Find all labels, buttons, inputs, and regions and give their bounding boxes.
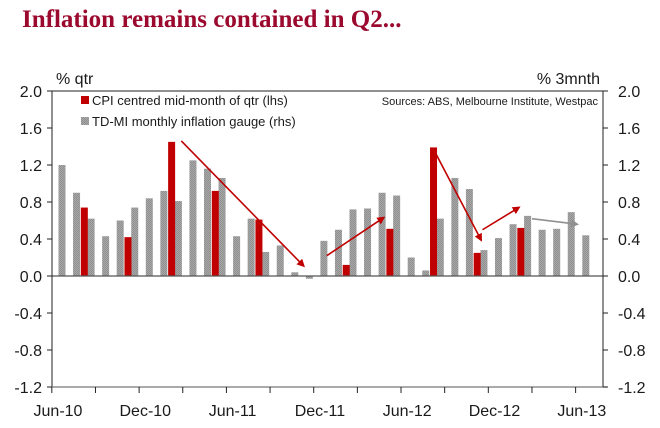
right-y-tick-label: 0.8	[618, 195, 640, 212]
chart-title: Inflation remains contained in Q2...	[22, 6, 402, 33]
cpi-bar	[386, 228, 394, 276]
tdmi-bar	[189, 160, 197, 276]
left-y-tick-label: -0.8	[14, 343, 42, 360]
right-y-tick-label: 1.2	[618, 158, 640, 175]
cpi-bar	[517, 227, 525, 276]
cpi-bar	[124, 237, 132, 276]
right-y-tick-label: 2.0	[618, 84, 640, 101]
right-y-tick-label: -0.4	[618, 306, 646, 323]
cpi-bar	[342, 264, 350, 276]
right-y-tick-label: -1.2	[618, 380, 646, 397]
tdmi-bar	[204, 168, 211, 276]
tdmi-bar	[102, 236, 110, 276]
legend-label-cpi: CPI centred mid-month of qtr (lhs)	[92, 93, 288, 108]
tdmi-bar	[73, 192, 81, 276]
right-y-tick-label: 1.6	[618, 121, 640, 138]
tdmi-bar	[291, 272, 299, 276]
tdmi-bar	[393, 195, 401, 276]
left-y-tick-label: 1.6	[20, 121, 42, 138]
tdmi-bar	[320, 240, 328, 276]
x-tick-label: Jun-11	[209, 403, 257, 420]
trend-arrow-red	[482, 206, 521, 231]
tdmi-bar	[131, 207, 139, 276]
tdmi-bar	[538, 229, 546, 276]
legend: CPI centred mid-month of qtr (lhs) TD-MI…	[81, 93, 296, 129]
left-y-tick-label: -0.4	[14, 306, 42, 323]
trend-arrow-red	[435, 153, 482, 242]
tdmi-bar	[451, 177, 459, 276]
left-axis-label: % qtr	[56, 71, 94, 88]
x-tick-label: Jun-12	[383, 403, 432, 420]
tdmi-bar	[553, 228, 561, 276]
tdmi-bar	[218, 177, 226, 276]
trend-arrow-gray	[531, 217, 580, 228]
cpi-bar	[211, 190, 219, 276]
tdmi-bar	[334, 229, 342, 276]
x-tick-label: Jun-13	[557, 403, 606, 420]
tdmi-bar	[509, 224, 517, 276]
tdmi-bar	[87, 218, 95, 276]
left-y-tick-label: 1.2	[20, 158, 42, 175]
legend-label-tdmi: TD-MI monthly inflation gauge (rhs)	[92, 114, 296, 129]
cpi-bar	[473, 252, 481, 276]
tdmi-bar	[364, 208, 372, 276]
trend-arrow-red	[180, 140, 305, 268]
tdmi-bar	[233, 236, 241, 276]
tdmi-bar	[378, 192, 386, 276]
x-tick-label: Dec-10	[120, 403, 172, 420]
x-tick-label: Jun-10	[34, 403, 83, 420]
tdmi-bar	[422, 270, 430, 276]
tdmi-bar	[160, 190, 168, 276]
tdmi-bar	[349, 209, 357, 276]
cpi-bar	[255, 219, 263, 276]
left-y-tick-label: 0.8	[20, 195, 42, 212]
x-tick-label: Dec-11	[295, 403, 345, 420]
tdmi-bar	[407, 257, 415, 276]
tdmi-bar	[436, 218, 444, 276]
tdmi-bar	[480, 250, 488, 276]
trend-arrow-red	[326, 216, 386, 257]
tdmi-bar	[524, 215, 532, 276]
tdmi-bar	[247, 218, 255, 276]
axes-layer: 2.0 2.0 1.6 1.6 1.2 1.2 0.8 0.8 0.4 0.4 0.0 0.0 -0.4…	[14, 84, 645, 420]
left-y-tick-label: 0.4	[20, 232, 42, 249]
cpi-bar	[80, 207, 88, 276]
tdmi-bar	[582, 235, 590, 276]
right-y-tick-label: 0.4	[618, 232, 640, 249]
bars-layer	[58, 141, 590, 279]
x-tick-label: Dec-12	[469, 403, 521, 420]
left-y-tick-label: 0.0	[20, 269, 42, 286]
source-note: Sources: ABS, Melbourne Institute, Westp…	[382, 96, 599, 108]
legend-swatch-tdmi	[81, 117, 89, 125]
tdmi-bar	[58, 165, 66, 276]
left-y-tick-label: 2.0	[20, 84, 42, 101]
tdmi-bar	[495, 238, 502, 276]
tdmi-bar	[145, 198, 153, 276]
tdmi-bar	[276, 245, 284, 276]
tdmi-bar	[116, 220, 124, 276]
right-y-tick-label: -0.8	[618, 343, 646, 360]
cpi-bar	[168, 141, 176, 276]
cpi-bar	[430, 147, 438, 276]
tdmi-bar	[262, 251, 270, 276]
right-axis-label: % 3mnth	[537, 71, 600, 88]
tdmi-bar	[465, 189, 473, 276]
legend-swatch-cpi	[81, 96, 89, 104]
tdmi-bar	[567, 212, 575, 276]
tdmi-bar	[174, 201, 182, 276]
arrows-layer	[180, 140, 580, 268]
right-y-tick-label: 0.0	[618, 269, 640, 286]
left-y-tick-label: -1.2	[14, 380, 42, 397]
tdmi-bar	[305, 276, 313, 279]
